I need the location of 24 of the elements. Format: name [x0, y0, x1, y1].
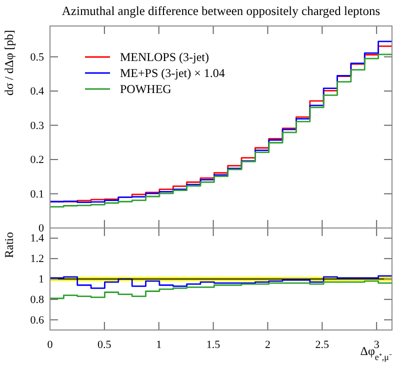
- legend-label: ME+PS (3-jet) × 1.04: [120, 66, 225, 80]
- y-tick-label: 0.6: [30, 314, 44, 326]
- x-tick-label: 0.5: [98, 338, 112, 351]
- y-axis-title: Ratio: [2, 232, 16, 258]
- y-tick-label: 0.1: [30, 188, 44, 200]
- y-tick-label: 1.2: [30, 253, 44, 266]
- chart-title: Azimuthal angle difference between oppositely charged leptons: [62, 4, 380, 18]
- y-tick-label: 0.8: [30, 294, 44, 306]
- y-tick-label: 0.3: [30, 120, 44, 132]
- y-tick-label: 0.4: [30, 86, 44, 98]
- y-tick-label: 1.4: [30, 232, 44, 245]
- x-tick-label: 0: [47, 338, 54, 351]
- y-tick-label: 1: [38, 274, 44, 286]
- y-tick-label: 0: [38, 222, 44, 235]
- x-tick-label: 2.5: [315, 338, 330, 351]
- legend-label: POWHEG: [120, 82, 172, 96]
- x-tick-label: 1.5: [206, 338, 221, 351]
- x-tick-label: 3: [374, 338, 380, 351]
- x-tick-label: 2: [264, 338, 270, 351]
- y-tick-label: 0.5: [30, 51, 44, 64]
- x-tick-label: 1: [156, 338, 162, 351]
- y-axis-title: dσ / dΔφ [pb]: [2, 30, 16, 96]
- legend-label: MENLOPS (3-jet): [120, 50, 209, 64]
- y-tick-label: 0.2: [30, 154, 44, 166]
